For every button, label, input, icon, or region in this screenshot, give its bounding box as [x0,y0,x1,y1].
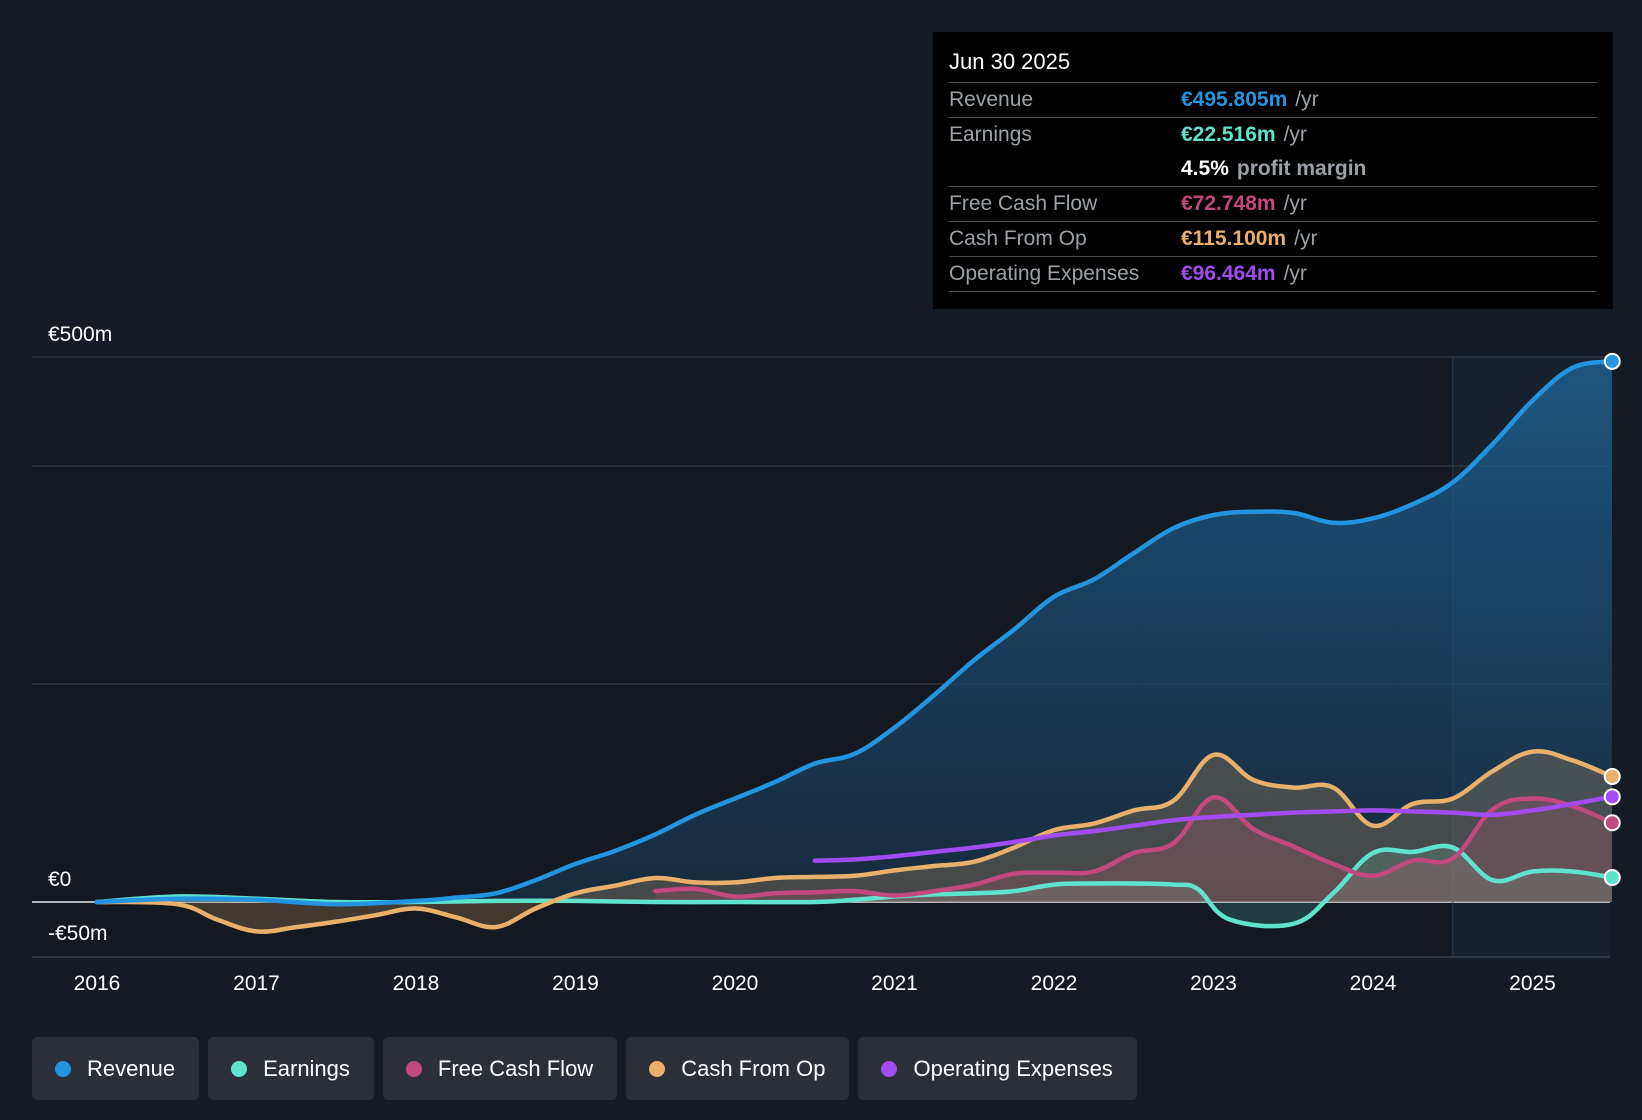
series-line-revenue [94,359,1612,907]
tooltip-margin-value: 4.5% [1181,157,1229,180]
legend: Revenue Earnings Free Cash Flow Cash Fro… [32,1037,1137,1100]
opex-dot-icon [881,1060,898,1077]
end-dots [1603,352,1621,886]
tooltip-row-earnings: Earnings €22.516m /yr [949,118,1597,152]
legend-item-revenue[interactable]: Revenue [32,1037,200,1100]
tooltip-unit-cfo: /yr [1294,227,1318,250]
tooltip-value-revenue: €495.805m [1181,88,1288,111]
tooltip-value-opex: €96.464m [1181,262,1276,285]
x-tick-label-2018: 2018 [393,972,440,995]
series-layer [94,359,1612,934]
end-dot-earnings [1603,868,1621,886]
series-fill-earnings [97,845,1612,927]
tooltip-row-fcf: Free Cash Flow €72.748m /yr [949,187,1597,222]
end-dot-revenue [1603,352,1621,370]
tooltip-label-earnings: Earnings [949,123,1032,146]
end-dot-opex [1603,788,1621,806]
series-line-cfo [94,748,1612,934]
tooltip-row-opex: Operating Expenses €96.464m /yr [949,257,1597,292]
earnings-dot-icon [231,1060,248,1077]
y-tick-label-0: €0 [48,868,71,891]
tooltip-unit-revenue: /yr [1295,88,1319,111]
tooltip-unit-opex: /yr [1283,262,1307,285]
legend-label-opex: Operating Expenses [913,1055,1113,1081]
tooltip-label-cfo: Cash From Op [949,227,1087,250]
series-line-fcf [653,795,1612,899]
tooltip-unit-earnings: /yr [1283,123,1307,146]
legend-item-opex[interactable]: Operating Expenses [858,1037,1137,1100]
y-tick-label--50: -€50m [48,922,108,945]
tooltip: Jun 30 2025 Revenue €495.805m /yr Earnin… [933,32,1613,309]
x-tick-label-2025: 2025 [1509,972,1556,995]
legend-label-fcf: Free Cash Flow [437,1055,594,1081]
legend-item-fcf[interactable]: Free Cash Flow [382,1037,618,1100]
y-tick-label-500: €500m [48,323,112,346]
x-tick-label-2017: 2017 [233,972,280,995]
series-fill-revenue [97,361,1612,905]
x-tick-label-2021: 2021 [871,972,918,995]
axis-layer: 2016 2017 2018 2019 2020 2021 2022 2023 2024 2025… [48,323,1556,995]
tooltip-value-earnings: €22.516m [1181,123,1276,146]
revenue-dot-icon [55,1060,71,1077]
legend-item-earnings[interactable]: Earnings [208,1037,374,1100]
x-tick-label-2022: 2022 [1031,972,1078,995]
tooltip-label-revenue: Revenue [949,88,1034,111]
x-tick-label-2019: 2019 [552,972,599,995]
tooltip-date: Jun 30 2025 [949,46,1597,83]
series-fill-cfo [97,751,1612,932]
x-tick-label-2016: 2016 [74,972,121,995]
end-dot-cfo [1603,768,1621,786]
legend-label-revenue: Revenue [87,1055,176,1081]
end-dot-fcf [1603,814,1621,832]
tooltip-label-opex: Operating Expenses [949,262,1140,285]
tooltip-unit-fcf: /yr [1283,192,1307,215]
tooltip-margin-text: profit margin [1236,157,1367,180]
tooltip-row-revenue: Revenue €495.805m /yr [949,83,1597,118]
tooltip-label-fcf: Free Cash Flow [949,192,1098,215]
fcf-dot-icon [405,1060,422,1077]
x-tick-label-2023: 2023 [1190,972,1237,995]
legend-label-earnings: Earnings [263,1055,350,1081]
legend-item-cfo[interactable]: Cash From Op [626,1037,850,1100]
tooltip-row-margin: 4.5% profit margin [949,152,1597,187]
tooltip-value-cfo: €115.100m [1181,227,1287,250]
series-line-opex [812,794,1612,863]
series-line-earnings [94,843,1612,929]
tooltip-value-fcf: €72.748m [1181,192,1276,215]
tooltip-row-cfo: Cash From Op €115.100m /yr [949,222,1597,257]
x-tick-label-2020: 2020 [712,972,759,995]
cfo-dot-icon [649,1060,666,1077]
legend-label-cfo: Cash From Op [681,1055,826,1081]
x-tick-label-2024: 2024 [1350,972,1397,995]
